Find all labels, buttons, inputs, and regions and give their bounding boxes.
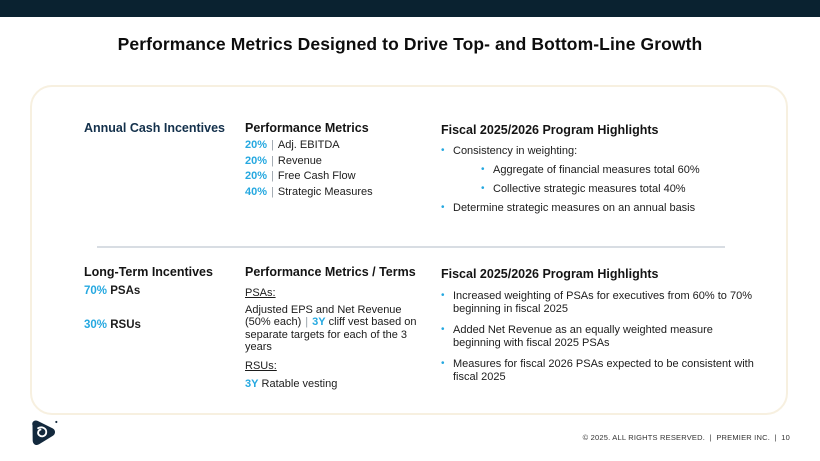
- allocation-pct: 70%: [84, 285, 108, 297]
- list-item: • Increased weighting of PSAs for execut…: [441, 290, 756, 315]
- psa-text-post: cliff vest based on separate targets for…: [245, 316, 417, 353]
- long-term-metrics-column: Performance Metrics / Terms PSAs: Adjust…: [245, 265, 420, 390]
- metric-pct: 40%: [245, 185, 268, 198]
- metric-pct: 20%: [245, 154, 268, 167]
- list-item: • Consistency in weighting:: [441, 145, 756, 158]
- bullet-icon: •: [441, 358, 445, 369]
- list-item: • Aggregate of financial measures total …: [481, 164, 756, 177]
- bullet-icon: •: [441, 324, 445, 335]
- list-item: • Measures for fiscal 2026 PSAs expected…: [441, 358, 756, 383]
- rsu-vesting-term: 3Y: [245, 378, 259, 391]
- allocation-name: PSAs: [110, 285, 141, 297]
- rsus-label: RSUs:: [245, 360, 277, 373]
- pipe-separator: |: [271, 170, 274, 182]
- annual-highlights-heading: Fiscal 2025/2026 Program Highlights: [441, 123, 659, 137]
- psa-text-pre: Adjusted EPS and Net Revenue (50% each): [245, 304, 402, 329]
- bullet-text: Aggregate of financial measures total 60…: [493, 164, 700, 176]
- allocation-psas: 70% PSAs: [84, 285, 213, 297]
- metric-strategic-measures: 40% | Strategic Measures: [245, 185, 373, 201]
- bullet-text: Determine strategic measures on an annua…: [453, 202, 696, 214]
- long-term-highlights-column: Fiscal 2025/2026 Program Highlights • In…: [441, 267, 756, 390]
- metric-name: Strategic Measures: [277, 185, 373, 198]
- bullet-icon: •: [441, 145, 445, 156]
- content-panel: Annual Cash Incentives Performance Metri…: [30, 85, 788, 415]
- annual-cash-incentives-label: Annual Cash Incentives: [84, 121, 226, 135]
- slide-title: Performance Metrics Designed to Drive To…: [117, 34, 703, 54]
- copyright-text: © 2025. ALL RIGHTS RESERVED. | PREMIER I…: [582, 433, 790, 442]
- pipe-separator: |: [271, 139, 274, 151]
- metric-name: Adj. EBITDA: [277, 139, 340, 151]
- bullet-icon: •: [481, 183, 485, 194]
- allocation-pct: 30%: [84, 319, 108, 331]
- premier-logo-icon: [27, 418, 59, 455]
- performance-metrics-heading: Performance Metrics: [245, 121, 369, 135]
- bullet-text: Increased weighting of PSAs for executiv…: [453, 290, 752, 315]
- metric-name: Free Cash Flow: [277, 170, 356, 182]
- allocation-name: RSUs: [110, 319, 141, 331]
- rsu-text: Ratable vesting: [261, 378, 338, 391]
- list-item: • Added Net Revenue as an equally weight…: [441, 324, 756, 349]
- metric-adj-ebitda: 20% | Adj. EBITDA: [245, 138, 373, 154]
- bullet-text: Added Net Revenue as an equally weighted…: [453, 324, 713, 349]
- long-term-column: Long-Term Incentives 70% PSAs 30% RSUs: [84, 265, 213, 331]
- metric-pct: 20%: [245, 139, 268, 151]
- pipe-separator: |: [271, 154, 274, 167]
- long-term-highlights-heading: Fiscal 2025/2026 Program Highlights: [441, 267, 659, 281]
- pipe-separator: |: [271, 185, 274, 198]
- list-item: • Collective strategic measures total 40…: [481, 183, 756, 196]
- pipe-separator: |: [305, 316, 309, 329]
- bullet-icon: •: [441, 202, 445, 213]
- section-divider: [97, 246, 725, 248]
- allocation-rsus: 30% RSUs: [84, 319, 213, 331]
- metric-revenue: 20% | Revenue: [245, 154, 373, 170]
- psa-vesting-term: 3Y: [312, 316, 326, 329]
- bullet-text: Measures for fiscal 2026 PSAs expected t…: [453, 358, 754, 383]
- metric-name: Revenue: [277, 154, 322, 167]
- bullet-text: Consistency in weighting:: [453, 145, 578, 157]
- psas-label: PSAs:: [245, 287, 276, 299]
- metric-pct: 20%: [245, 170, 268, 182]
- list-item: • Determine strategic measures on an ann…: [441, 202, 756, 215]
- performance-metrics-terms-heading: Performance Metrics / Terms: [245, 265, 416, 279]
- annual-metrics-column: Performance Metrics 20% | Adj. EBITDA 20% |…: [245, 121, 373, 200]
- bullet-icon: •: [441, 290, 445, 301]
- long-term-incentives-label: Long-Term Incentives: [84, 265, 213, 279]
- annual-highlights-column: Fiscal 2025/2026 Program Highlights • Co…: [441, 123, 756, 221]
- bullet-text: Collective strategic measures total 40%: [493, 183, 686, 195]
- bullet-icon: •: [481, 164, 485, 175]
- metric-free-cash-flow: 20% | Free Cash Flow: [245, 169, 373, 185]
- rsu-terms-text: 3Y Ratable vesting: [245, 378, 420, 390]
- top-accent-bar: [0, 0, 820, 17]
- psa-terms-text: Adjusted EPS and Net Revenue (50% each) |…: [245, 304, 420, 353]
